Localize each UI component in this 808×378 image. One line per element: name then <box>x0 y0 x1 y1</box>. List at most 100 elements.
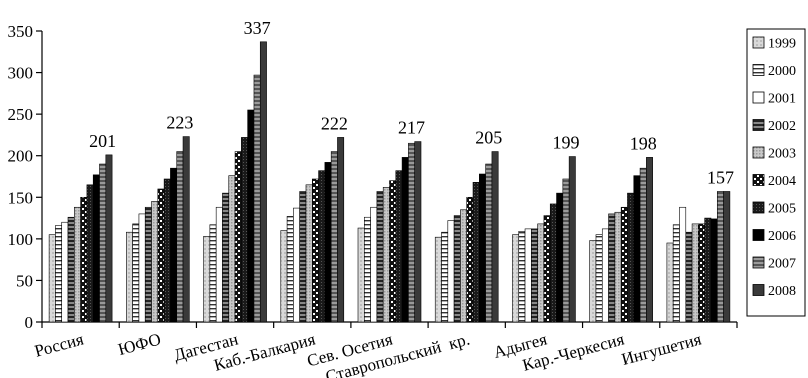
bar-2002 <box>685 231 693 323</box>
data-label: 157 <box>707 167 734 187</box>
bar-2006 <box>556 192 564 323</box>
legend-swatch-2001 <box>752 91 765 104</box>
x-axis <box>41 321 738 328</box>
y-tick-label: 250 <box>8 105 34 124</box>
legend-swatch-2002 <box>752 119 765 131</box>
legend-label: 2001 <box>768 92 796 107</box>
data-label: 217 <box>398 118 425 138</box>
bar-2002 <box>608 213 616 323</box>
bar-2005 <box>86 184 94 323</box>
bar-2001 <box>524 228 532 323</box>
legend-swatch-1999 <box>752 36 765 49</box>
legend-label: 2002 <box>768 119 796 134</box>
bar-2000 <box>132 223 140 323</box>
bar-2004 <box>157 188 165 323</box>
bar-2007 <box>562 178 570 323</box>
bar-2006 <box>324 162 332 323</box>
legend-label: 2008 <box>768 284 796 299</box>
bar-2001 <box>138 213 146 323</box>
bar-2004 <box>620 206 628 323</box>
bar-2001 <box>293 207 300 323</box>
bar-2006 <box>633 175 641 323</box>
bar-2007 <box>176 151 184 323</box>
bar-2002 <box>376 191 384 323</box>
category-label: ЮФО <box>116 330 163 360</box>
legend-swatch-2007 <box>752 256 765 269</box>
legend: 1999 2000 2001 2002 2003 2004 2005 2006 2007 2008 <box>746 28 806 317</box>
legend-swatch-2006 <box>752 229 765 241</box>
legend-swatch-2005 <box>752 201 765 214</box>
bar-2004 <box>311 178 319 323</box>
bar-2008 <box>337 137 345 323</box>
category-label: Россия <box>32 329 85 360</box>
y-tick-label: 100 <box>8 230 34 249</box>
bar-2000 <box>595 234 603 323</box>
bar-2007 <box>639 167 647 323</box>
bar-2005 <box>472 182 480 323</box>
y-tick-label: 300 <box>8 64 34 83</box>
bar-2006 <box>247 109 255 323</box>
bar-2000 <box>441 231 449 323</box>
y-tick-label: 0 <box>25 313 34 332</box>
bar-2005 <box>549 203 557 323</box>
bar-2008 <box>182 136 190 323</box>
bar-2005 <box>395 170 403 323</box>
bar-2005 <box>627 192 635 323</box>
bar-1999 <box>280 230 288 323</box>
bar-2002 <box>144 206 152 323</box>
bar-2002 <box>531 228 538 323</box>
legend-label: 2006 <box>768 229 796 244</box>
data-label: 198 <box>630 133 657 153</box>
bar-2004 <box>543 215 551 323</box>
y-axis: 0 50 100 150 200 250 300 350 <box>8 22 43 332</box>
bar-2008 <box>723 191 731 323</box>
bar-2008 <box>491 151 499 323</box>
bar-1999 <box>357 227 365 323</box>
data-label: 222 <box>321 113 348 133</box>
bar-2006 <box>401 157 409 323</box>
bar-2002 <box>299 191 307 323</box>
bar-2001 <box>601 228 609 323</box>
bar-1999 <box>434 236 442 323</box>
bar-2003 <box>537 223 545 323</box>
y-tick-label: 50 <box>16 271 33 290</box>
bar-2006 <box>170 167 178 323</box>
data-label: 201 <box>89 131 116 151</box>
bar-2000 <box>363 216 371 323</box>
bar-2004 <box>234 151 242 323</box>
bar-2007 <box>716 191 724 323</box>
bar-2007 <box>408 142 415 323</box>
bar-2008 <box>568 156 576 323</box>
bar-2005 <box>241 137 248 323</box>
bar-2003 <box>74 206 81 323</box>
bar-1999 <box>589 240 597 323</box>
bars <box>48 41 731 323</box>
legend-label: 2007 <box>768 257 796 272</box>
bar-2005 <box>318 170 326 323</box>
y-tick-label: 200 <box>8 147 34 166</box>
bar-2002 <box>67 216 75 323</box>
bar-2005 <box>163 178 171 323</box>
bar-2004 <box>389 180 397 323</box>
y-tick-label: 350 <box>8 22 34 41</box>
bar-2004 <box>466 196 474 323</box>
legend-label: 1999 <box>768 37 796 52</box>
bar-1999 <box>48 234 56 323</box>
bar-2004 <box>80 196 88 323</box>
bar-2007 <box>485 163 493 323</box>
data-label: 223 <box>166 113 193 133</box>
bar-2001 <box>679 206 687 323</box>
legend-swatch-2003 <box>752 146 765 159</box>
data-label: 199 <box>552 133 579 153</box>
legend-label: 2000 <box>768 64 796 79</box>
bar-2008 <box>646 157 653 323</box>
bar-2008 <box>414 141 422 323</box>
bar-1999 <box>203 236 211 323</box>
bar-2001 <box>370 206 378 323</box>
bar-2002 <box>453 215 461 323</box>
bar-2003 <box>228 175 236 323</box>
bar-2008 <box>259 41 267 323</box>
legend-label: 2005 <box>768 202 796 217</box>
bar-2006 <box>710 218 718 323</box>
bar-2002 <box>222 192 230 323</box>
